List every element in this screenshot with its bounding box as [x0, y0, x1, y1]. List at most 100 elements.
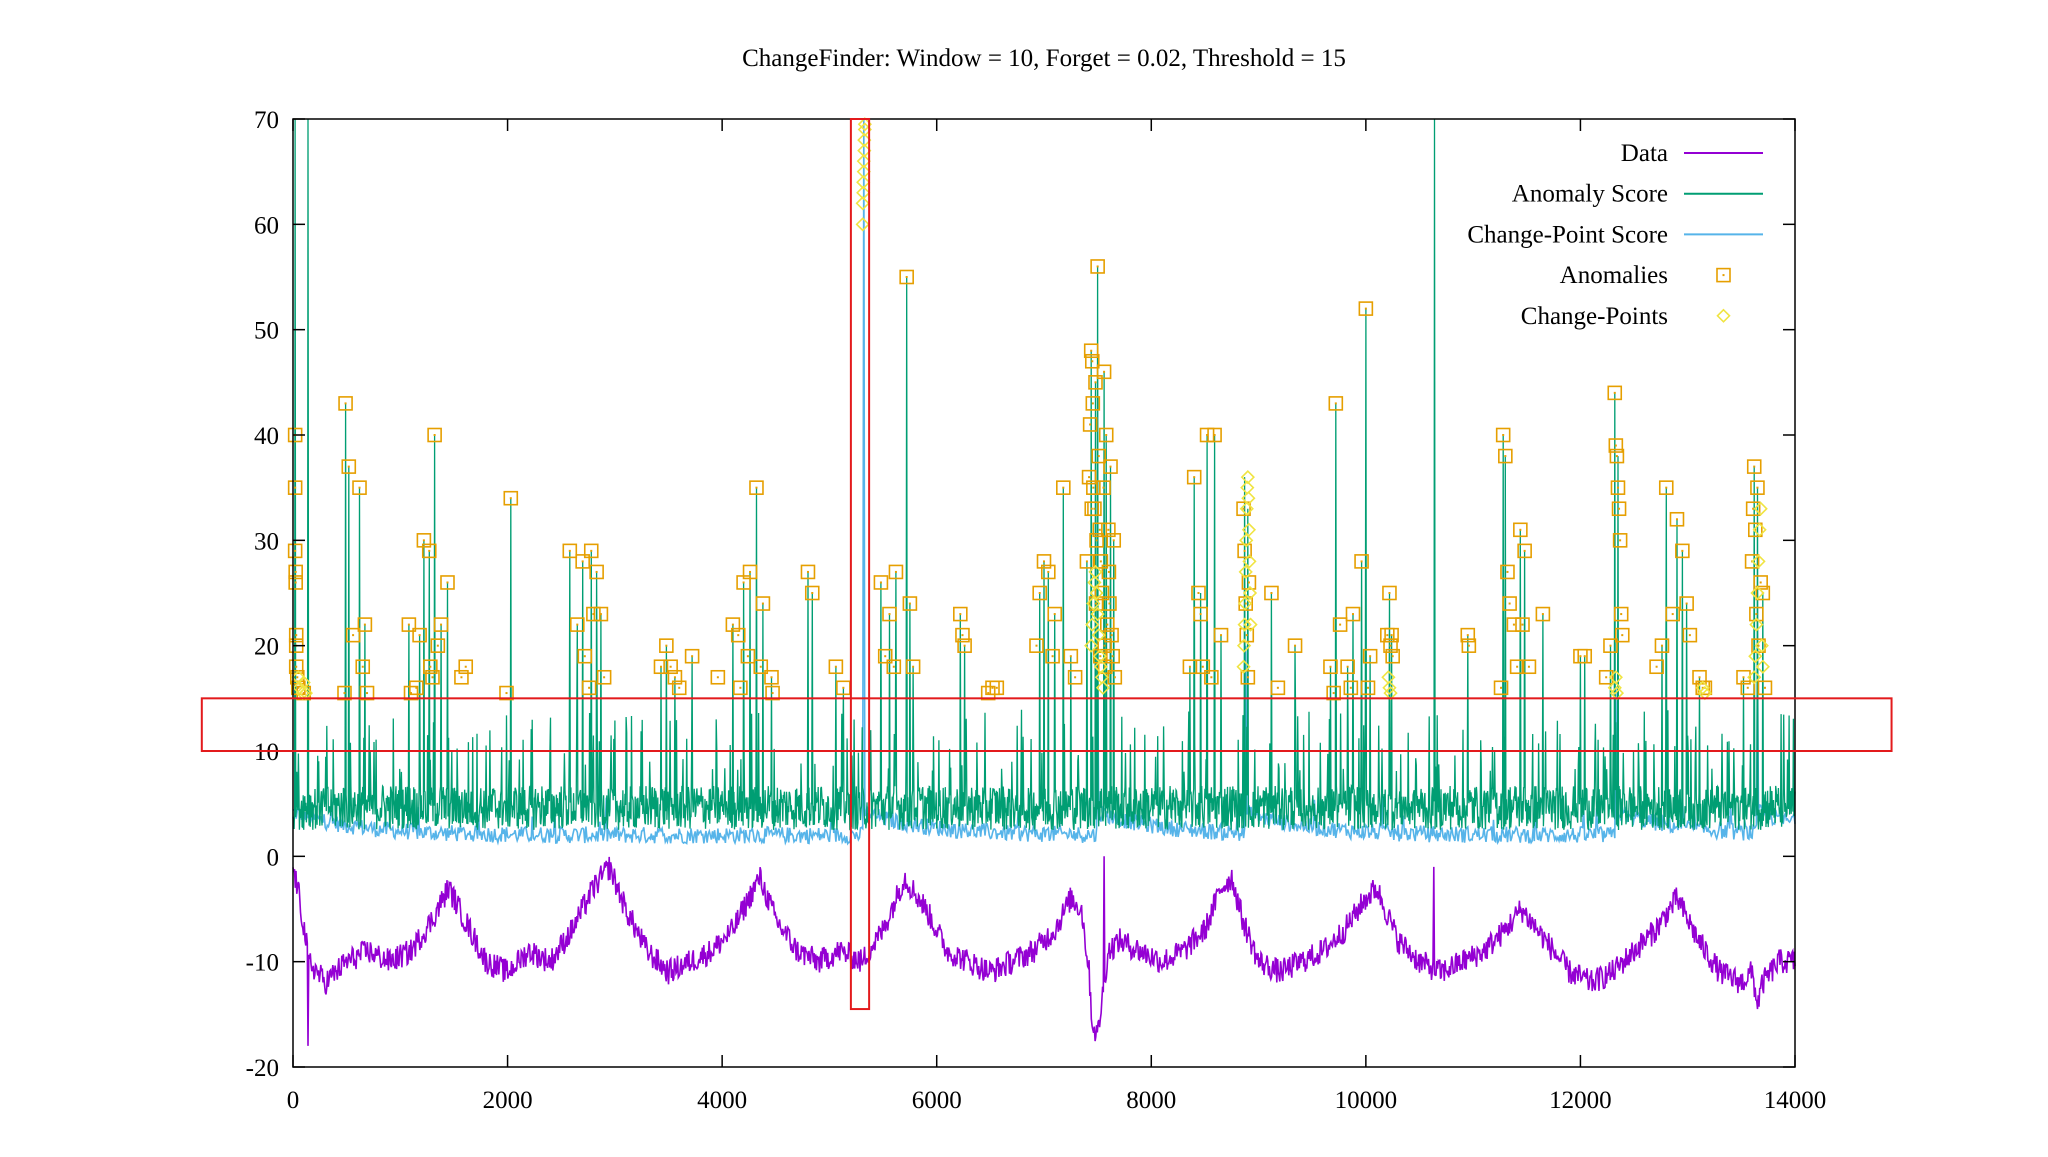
anomaly-marker: [725, 617, 741, 632]
anomaly-marker: [684, 648, 700, 664]
anomaly-marker-square: [1682, 627, 1698, 643]
anomaly-marker-dot: [1754, 528, 1757, 531]
anomaly-marker-square: [1287, 638, 1303, 653]
anomaly-marker-square: [359, 685, 375, 701]
anomaly-marker-square: [1083, 343, 1099, 359]
anomaly-marker: [287, 480, 303, 495]
anomaly-marker-dot: [905, 276, 908, 278]
anomaly-marker: [1193, 606, 1208, 622]
anomaly-marker-dot: [1389, 644, 1392, 647]
anomaly-marker: [440, 575, 455, 590]
anomaly-marker-dot: [1675, 518, 1678, 521]
anomaly-marker-dot: [599, 613, 602, 616]
anomaly-marker-dot: [894, 570, 897, 573]
anomaly-marker-dot: [1621, 634, 1624, 637]
anomaly-marker: [1665, 606, 1680, 622]
anomaly-marker: [1749, 606, 1764, 622]
anomaly-marker-square: [454, 669, 469, 685]
anomaly-marker-dot: [294, 581, 297, 584]
anomaly-marker-dot: [1188, 665, 1191, 668]
anomaly-marker-square: [345, 627, 361, 643]
anomaly-marker-dot: [1097, 455, 1100, 458]
anomaly-marker-dot: [1193, 476, 1196, 479]
anomaly-marker-square: [1326, 685, 1341, 701]
anomaly-marker: [1056, 480, 1071, 495]
anomaly-marker: [828, 659, 844, 675]
anomaly-marker-dot: [1112, 539, 1115, 542]
anomaly-marker-square: [671, 680, 687, 696]
anomaly-marker: [425, 669, 440, 685]
anomaly-marker-square: [341, 459, 357, 474]
anomaly-marker: [416, 533, 432, 548]
anomaly-marker-square: [1736, 669, 1751, 685]
anomaly-marker-square: [440, 575, 455, 590]
anomaly-marker-square: [1063, 648, 1079, 664]
anomaly-marker: [1535, 606, 1551, 622]
change-point-marker: [1750, 585, 1765, 601]
change-point-spike-highlight: [849, 118, 871, 1011]
anomaly-marker-square: [1658, 480, 1674, 495]
anomaly-marker-dot: [1220, 634, 1223, 637]
anomaly-marker-dot: [755, 486, 758, 489]
anomaly-marker-dot: [361, 665, 364, 668]
anomaly-marker-square: [423, 659, 438, 675]
anomaly-marker-dot: [1660, 644, 1663, 647]
anomaly-marker-dot: [460, 676, 463, 679]
anomaly-marker-square: [1207, 427, 1222, 443]
change-point-marker: [1236, 638, 1252, 653]
anomaly-marker-square: [1091, 448, 1107, 464]
anomaly-marker: [433, 617, 449, 632]
anomaly-marker: [499, 685, 514, 701]
x-tick-label: 8000: [1126, 1087, 1176, 1114]
change-point-marker: [1241, 522, 1257, 537]
anomaly-marker-square: [1603, 638, 1618, 653]
anomaly-marker-dot: [678, 686, 681, 689]
anomaly-marker: [1036, 554, 1052, 569]
anomaly-marker: [1517, 543, 1532, 559]
anomaly-marker-square: [1610, 480, 1626, 495]
anomaly-marker-dot: [1247, 581, 1250, 584]
anomaly-marker-square: [953, 606, 968, 622]
anomaly-marker: [1748, 522, 1763, 538]
anomaly-marker: [1649, 659, 1664, 675]
anomaly-marker-dot: [1541, 613, 1544, 616]
change-point-marker: [1091, 628, 1106, 643]
anomaly-marker: [1045, 648, 1060, 664]
anomaly-marker: [1195, 659, 1211, 675]
anomaly-marker-square: [1384, 627, 1399, 643]
anomaly-marker-square: [287, 480, 303, 495]
anomaly-marker-dot: [1102, 486, 1105, 489]
anomaly-marker-square: [667, 669, 683, 685]
change-point-marker: [1239, 533, 1254, 548]
anomaly-marker-dot: [1364, 307, 1367, 310]
anomaly-marker-square: [1343, 680, 1359, 696]
anomaly-marker: [1460, 627, 1476, 643]
anomaly-marker-dot: [1614, 444, 1617, 447]
anomaly-marker: [1063, 648, 1079, 664]
anomaly-marker-dot: [665, 644, 668, 647]
anomaly-marker-dot: [1605, 676, 1608, 679]
anomaly-marker-square: [575, 554, 590, 569]
anomaly-marker: [1213, 627, 1229, 643]
anomaly-marker-square: [765, 685, 780, 701]
anomaly-marker-dot: [297, 686, 300, 689]
anomaly-marker-dot: [588, 686, 591, 689]
anomaly-marker-dot: [592, 613, 595, 616]
y-tick-label: 50: [254, 318, 279, 345]
anomaly-marker-dot: [1618, 507, 1621, 510]
anomaly-marker-square: [1040, 564, 1056, 580]
change-point-marker: [1088, 564, 1103, 580]
anomaly-marker-dot: [1349, 686, 1352, 689]
anomaly-marker-dot: [1062, 486, 1065, 489]
anomaly-marker-square: [458, 659, 474, 675]
anomaly-marker: [1757, 680, 1773, 696]
anomaly-marker: [345, 627, 361, 643]
anomaly-marker-square: [659, 638, 674, 653]
anomaly-marker: [749, 480, 764, 495]
anomaly-marker: [1081, 469, 1097, 485]
anomaly-marker-dot: [1512, 623, 1515, 626]
anomaly-marker: [1502, 596, 1517, 611]
anomaly-marker-square: [1036, 554, 1052, 569]
anomaly-marker: [288, 564, 303, 580]
